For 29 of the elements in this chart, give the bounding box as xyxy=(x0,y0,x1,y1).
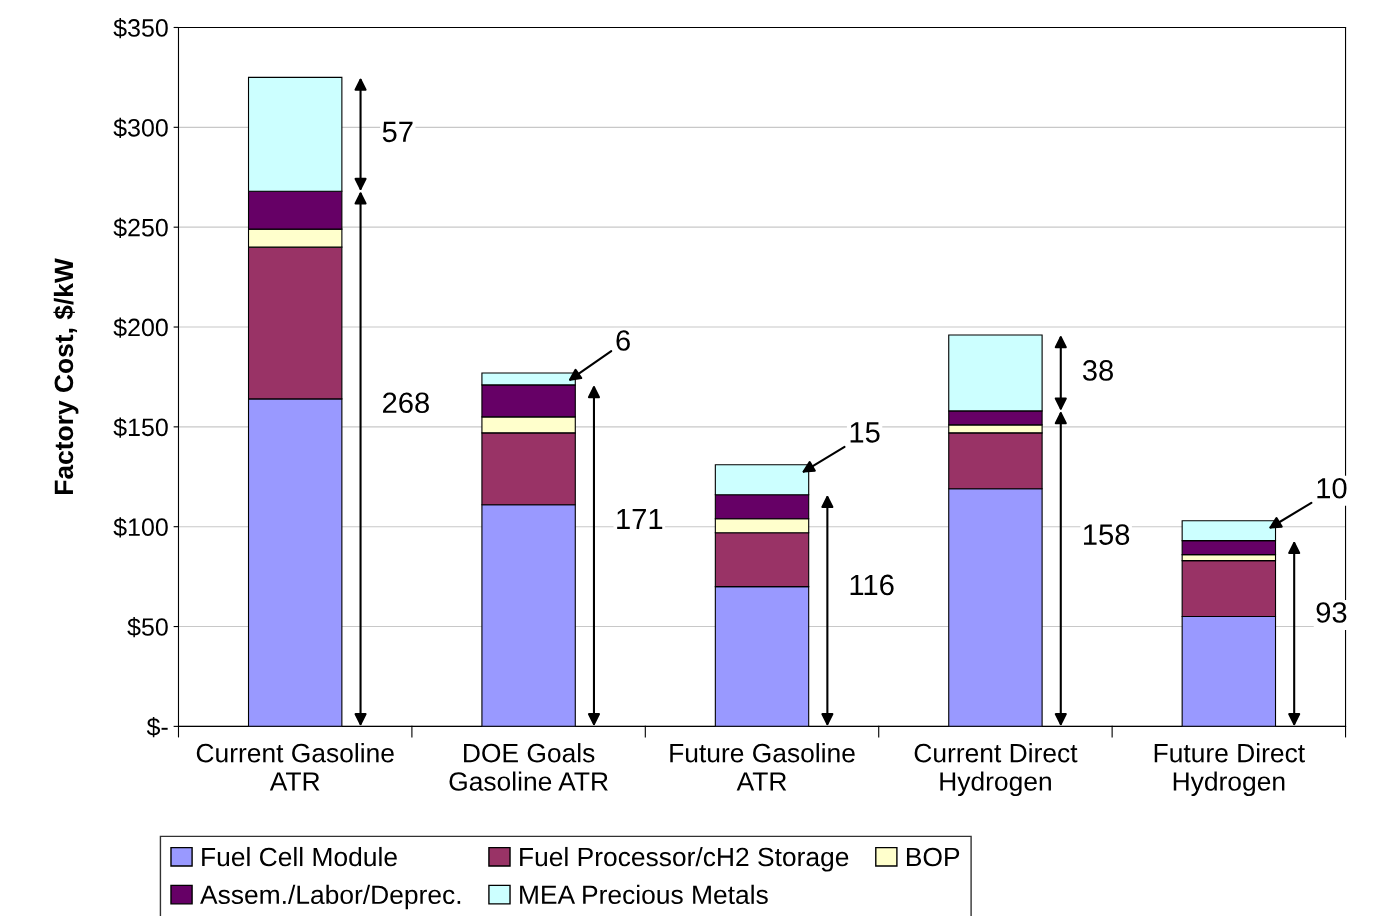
annotation: 6 xyxy=(616,330,630,351)
y-tick-label: $50 xyxy=(127,617,168,638)
annotation: 15 xyxy=(850,422,880,443)
annotation: 171 xyxy=(617,508,663,530)
x-tick-label: DOE Goals Gasoline ATR xyxy=(449,743,608,791)
legend-label: Assem./Labor/Deprec. xyxy=(200,884,461,910)
legend-label: BOP xyxy=(906,847,960,867)
legend-label: Fuel Cell Module xyxy=(202,846,397,867)
y-tick-label: $200 xyxy=(113,317,168,338)
annotation: 93 xyxy=(1316,602,1347,623)
annotation: 10 xyxy=(1317,477,1347,499)
x-tick-label: Future Gasoline ATR xyxy=(670,743,855,791)
y-tick-label: $150 xyxy=(113,417,168,438)
y-tick-label: $300 xyxy=(113,117,168,139)
y-tick-label: $- xyxy=(146,716,168,738)
annotation: 38 xyxy=(1082,360,1113,381)
x-tick-label: Current Direct Hydrogen xyxy=(914,743,1078,797)
legend-label: MEA Precious Metals xyxy=(520,884,768,905)
annotation: 57 xyxy=(382,121,413,143)
y-tick-label: $350 xyxy=(113,18,168,39)
annotation: 116 xyxy=(850,574,894,596)
annotation: 268 xyxy=(383,392,429,414)
legend-label: Fuel Processor/cH2 Storage xyxy=(520,846,849,872)
annotation: 158 xyxy=(1084,524,1130,545)
x-tick-label: Current Gasoline ATR xyxy=(196,743,394,791)
y-tick-label: $100 xyxy=(113,517,168,538)
y-tick-label: $250 xyxy=(113,217,168,238)
x-tick-label: Future Direct Hydrogen xyxy=(1154,743,1305,797)
y-axis-title: Factory Cost, $/kW xyxy=(53,258,79,494)
